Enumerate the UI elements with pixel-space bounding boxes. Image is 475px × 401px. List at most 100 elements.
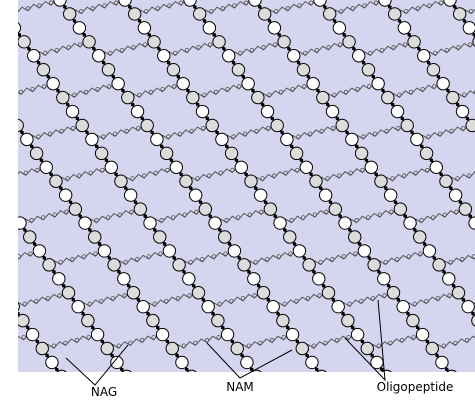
nag-sugar bbox=[155, 327, 170, 342]
peptide-ring bbox=[165, 167, 170, 173]
nag-sugar bbox=[468, 216, 475, 230]
nam-sugar bbox=[263, 202, 278, 216]
peptide-ring bbox=[464, 337, 470, 343]
glycosidic-bond bbox=[0, 5, 2, 9]
nag-sugar bbox=[195, 104, 210, 119]
nag-sugar bbox=[332, 21, 347, 35]
glycosidic-bond bbox=[81, 311, 85, 316]
peptide-ring bbox=[181, 343, 187, 348]
peptide-ring bbox=[102, 3, 107, 8]
nam-sugar bbox=[56, 369, 67, 372]
peptide-ring bbox=[265, 257, 270, 262]
glycosidic-bond bbox=[325, 102, 330, 107]
glycosidic-bond bbox=[367, 256, 372, 260]
peptide-ring bbox=[206, 173, 212, 178]
glycosidic-bond bbox=[407, 33, 412, 37]
nam-sugar bbox=[465, 118, 475, 133]
peptide-ring bbox=[323, 340, 328, 346]
nag-sugar bbox=[65, 384, 77, 396]
nag-sugar bbox=[72, 21, 87, 35]
oligopeptide-label: Oligopeptide bbox=[377, 380, 454, 394]
glycosidic-bond bbox=[23, 228, 27, 232]
peptide-ring bbox=[18, 254, 22, 259]
glycosidic-bond bbox=[107, 256, 112, 260]
glycosidic-bond bbox=[172, 256, 177, 260]
nam-sugar bbox=[100, 341, 114, 356]
glycosidic-bond bbox=[397, 19, 402, 23]
peptide-ring bbox=[28, 383, 32, 387]
peptide-ring bbox=[83, 89, 89, 95]
peptide-ring bbox=[278, 89, 284, 95]
peptide-ring bbox=[406, 254, 412, 259]
peptide-ring bbox=[237, 84, 242, 89]
nag-sugar bbox=[260, 384, 272, 396]
peptide-ring bbox=[59, 128, 64, 134]
glycosidic-bond bbox=[455, 102, 460, 107]
glycosidic-bond bbox=[222, 46, 226, 51]
peptide-ring bbox=[424, 298, 429, 304]
peptide-ring bbox=[388, 340, 393, 346]
peptide-ring bbox=[90, 6, 96, 11]
glycosidic-bond bbox=[150, 130, 154, 135]
glycosidic-bond bbox=[461, 297, 466, 302]
nam-sugar bbox=[107, 258, 121, 272]
glycosidic-bond bbox=[256, 283, 261, 288]
glycosidic-bond bbox=[208, 214, 212, 218]
oligopeptide bbox=[459, 8, 475, 15]
peptide-ring bbox=[112, 131, 118, 136]
peptide-ring bbox=[271, 173, 277, 178]
nag-sugar bbox=[383, 188, 398, 202]
glycosidic-bond bbox=[464, 395, 468, 399]
peptide-ring bbox=[200, 257, 205, 262]
peptide-ring bbox=[350, 6, 356, 11]
peptide-ring bbox=[240, 296, 246, 301]
nag-sugar bbox=[18, 302, 20, 312]
nag-sugar bbox=[267, 21, 282, 35]
glycosidic-bond bbox=[71, 297, 76, 302]
nam-sugar bbox=[302, 258, 316, 272]
peptide-ring bbox=[0, 210, 3, 214]
glycosidic-bond bbox=[189, 186, 193, 190]
peptide-ring bbox=[188, 259, 193, 265]
peptide-ring bbox=[217, 301, 222, 307]
peptide-ring bbox=[442, 212, 448, 217]
nam-sugar bbox=[101, 62, 116, 77]
glycosidic-bond bbox=[227, 242, 232, 246]
glycosidic-bond bbox=[472, 33, 475, 37]
peptide-ring bbox=[23, 170, 28, 176]
nag-sugar bbox=[195, 384, 207, 396]
peptide-ring bbox=[81, 386, 85, 390]
peptide-ring bbox=[466, 173, 472, 178]
glycosidic-bond bbox=[1, 103, 5, 107]
nam-sugar bbox=[393, 202, 408, 216]
peptide-ring bbox=[72, 92, 77, 97]
nam-sugar bbox=[179, 174, 193, 188]
oligopeptide bbox=[0, 208, 13, 223]
nag-sugar bbox=[0, 189, 7, 201]
peptide-ring bbox=[88, 170, 93, 176]
nam-sugar bbox=[61, 286, 76, 300]
nam-sugar bbox=[94, 146, 109, 161]
nam-sugar bbox=[18, 35, 31, 49]
glycosidic-bond bbox=[273, 214, 277, 218]
peptide-ring bbox=[151, 335, 156, 340]
peptide-ring bbox=[318, 259, 323, 265]
peptide-ring bbox=[297, 3, 302, 8]
peptide-ring bbox=[77, 42, 83, 47]
peptide-ring bbox=[159, 218, 164, 223]
glycosidic-bond bbox=[220, 325, 225, 330]
nag-sugar bbox=[285, 327, 300, 342]
peptide-ring bbox=[64, 209, 69, 215]
nag-sugar bbox=[415, 327, 430, 342]
nam-sugar bbox=[341, 313, 355, 328]
nam-sugar bbox=[127, 7, 142, 21]
glycosidic-bond bbox=[403, 214, 407, 218]
nam-sugar bbox=[205, 118, 219, 133]
glycosidic-bond bbox=[316, 88, 320, 93]
peptide-ring bbox=[158, 383, 162, 387]
glycosidic-bond bbox=[230, 339, 235, 344]
nam-sugar bbox=[198, 202, 213, 216]
peptide-ring bbox=[383, 259, 388, 265]
glycosidic-bond bbox=[234, 158, 239, 163]
nag-sugar bbox=[305, 355, 319, 370]
